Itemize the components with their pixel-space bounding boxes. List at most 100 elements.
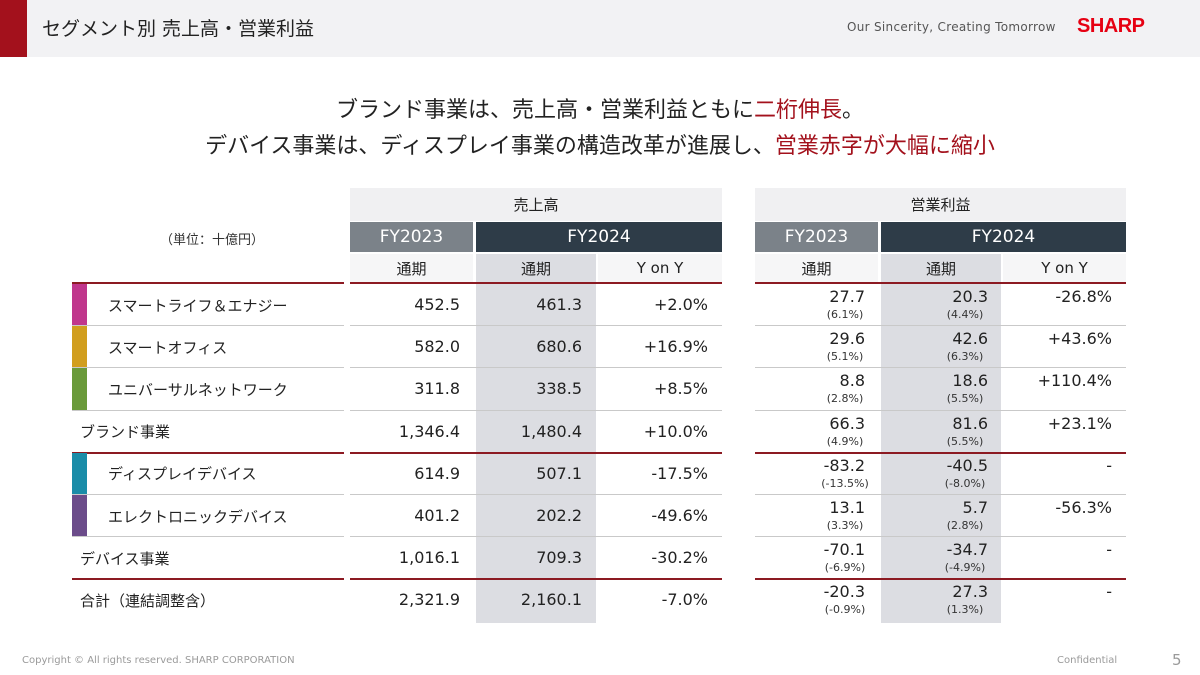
profit-fy2024-margin: (-4.9%) bbox=[944, 561, 986, 575]
headline-1-end: 。 bbox=[842, 98, 865, 123]
profit-fy2023-value: 66.3 bbox=[829, 413, 865, 433]
headline-2-text: デバイス事業は、ディスプレイ事業の構造改革が進展し、 bbox=[205, 134, 775, 159]
segment-label: スマートライフ＆エナジー bbox=[108, 296, 288, 315]
segment-label: デバイス事業 bbox=[80, 549, 170, 568]
sales-fy2023-value: 1,016.1 bbox=[398, 548, 460, 568]
row-divider-sales bbox=[350, 536, 722, 538]
sales-yoy-value: -49.6% bbox=[651, 506, 708, 525]
sales-col-yoy: Y on Y bbox=[598, 254, 722, 282]
profit-fy2024-value: -40.5 bbox=[946, 455, 988, 475]
sales-yoy-value: +10.0% bbox=[643, 421, 708, 441]
profit-fy2023-value: -20.3 bbox=[823, 582, 865, 602]
sales-fy2023-value: 401.2 bbox=[414, 506, 460, 525]
table-top-rule-profit bbox=[755, 282, 1126, 284]
row-divider-profit bbox=[755, 578, 1126, 581]
segment-label: エレクトロニックデバイス bbox=[108, 507, 288, 526]
profit-yoy-value: -26.8% bbox=[1055, 287, 1112, 306]
slide-header: セグメント別 売上高・営業利益 Our Sincerity, Creating … bbox=[0, 0, 1200, 57]
segment-color-swatch bbox=[72, 284, 87, 326]
row-divider-label bbox=[72, 578, 344, 581]
profit-yoy-value: - bbox=[1106, 540, 1112, 560]
profit-fy2023-margin: (-6.9%) bbox=[824, 561, 866, 575]
sales-col-fy2023-full: 通期 bbox=[350, 254, 473, 282]
row-divider-sales bbox=[350, 578, 722, 581]
profit-fy2024-margin: (2.8%) bbox=[946, 519, 984, 532]
page-number: 5 bbox=[1172, 651, 1182, 669]
sales-fy2023-header: FY2023 bbox=[350, 222, 473, 252]
row-divider-label bbox=[72, 536, 344, 538]
profit-fy2024-value: 81.6 bbox=[952, 413, 988, 433]
row-divider-sales bbox=[350, 367, 722, 369]
profit-fy2023-margin: (-13.5%) bbox=[821, 476, 869, 490]
profit-col-fy2024-full: 通期 bbox=[925, 259, 956, 278]
sales-yoy-value: +8.5% bbox=[653, 379, 708, 399]
row-divider-profit bbox=[755, 325, 1126, 327]
sales-fy2023-value: 582.0 bbox=[414, 337, 460, 357]
profit-fy2024-value: 20.3 bbox=[952, 287, 988, 306]
row-divider-sales bbox=[350, 494, 722, 495]
profit-fy2023-value: 8.8 bbox=[839, 371, 865, 391]
profit-fy2024-shade bbox=[881, 254, 1001, 623]
profit-fy2023-value: -83.2 bbox=[823, 455, 865, 475]
sales-fy2024-shade bbox=[476, 254, 596, 623]
sales-yoy-value: +16.9% bbox=[643, 337, 708, 357]
profit-fy2023-margin: (2.8%) bbox=[826, 392, 864, 406]
profit-fy2023-value: -70.1 bbox=[823, 540, 865, 560]
headline-1-text: ブランド事業は、売上高・営業利益ともに bbox=[335, 98, 754, 123]
row-divider-profit bbox=[755, 536, 1126, 538]
copyright-notice: Copyright © All rights reserved. SHARP C… bbox=[22, 655, 295, 666]
segment-label: ユニバーサルネットワーク bbox=[108, 380, 288, 399]
profit-fy2023-value: 29.6 bbox=[829, 329, 865, 349]
profit-header: 営業利益 bbox=[755, 188, 1126, 221]
row-divider-label bbox=[72, 409, 344, 411]
segment-label: 合計（連結調整含） bbox=[80, 591, 216, 610]
headline-line-1: ブランド事業は、売上高・営業利益ともに二桁伸長。 bbox=[0, 92, 1200, 124]
sales-fy2024-value: 461.3 bbox=[536, 295, 582, 314]
sales-fy2024-value: 338.5 bbox=[536, 379, 582, 399]
row-divider-sales bbox=[350, 325, 722, 327]
sales-header: 売上高 bbox=[350, 188, 722, 221]
row-divider-sales bbox=[350, 451, 722, 454]
profit-fy2024-value: 27.3 bbox=[952, 582, 988, 602]
table-top-rule-label bbox=[72, 282, 344, 284]
row-divider-profit bbox=[755, 367, 1126, 369]
profit-fy2023-margin: (-0.9%) bbox=[824, 603, 866, 617]
sales-fy2024-header: FY2024 bbox=[476, 222, 722, 252]
profit-yoy-value: +23.1% bbox=[1047, 413, 1112, 433]
profit-yoy-value: +43.6% bbox=[1047, 329, 1112, 349]
profit-fy2024-margin: (-8.0%) bbox=[944, 476, 986, 490]
table-top-rule-sales bbox=[350, 282, 722, 284]
profit-yoy-value: +110.4% bbox=[1037, 371, 1112, 391]
profit-yoy-value: - bbox=[1106, 455, 1112, 475]
sales-yoy-value: +2.0% bbox=[653, 295, 708, 314]
row-divider-label bbox=[72, 367, 344, 369]
header-accent-bar bbox=[0, 0, 27, 57]
profit-fy2023-margin: (3.3%) bbox=[826, 519, 864, 532]
row-divider-profit bbox=[755, 409, 1126, 411]
sales-fy2024-value: 507.1 bbox=[536, 463, 582, 483]
profit-fy2024-margin: (5.5%) bbox=[946, 434, 984, 448]
sales-fy2023-value: 2,321.9 bbox=[398, 590, 460, 610]
segment-label: ディスプレイデバイス bbox=[108, 465, 257, 484]
profit-fy2023-margin: (5.1%) bbox=[826, 350, 864, 364]
sales-fy2024-value: 1,480.4 bbox=[520, 421, 582, 441]
sales-fy2024-value: 2,160.1 bbox=[520, 590, 582, 610]
sales-fy2023-value: 1,346.4 bbox=[398, 421, 460, 441]
corporate-tagline: Our Sincerity, Creating Tomorrow bbox=[847, 20, 1056, 34]
segment-color-swatch bbox=[72, 452, 87, 494]
segment-color-swatch bbox=[72, 495, 87, 537]
profit-fy2023-value: 13.1 bbox=[829, 498, 865, 517]
profit-fy2024-value: 42.6 bbox=[952, 329, 988, 349]
segment-label: ブランド事業 bbox=[80, 423, 171, 442]
sharp-logo: SHARP bbox=[1077, 15, 1145, 37]
sales-fy2023-value: 311.8 bbox=[414, 379, 460, 399]
profit-fy2023-margin: (6.1%) bbox=[826, 308, 864, 321]
segment-color-swatch bbox=[72, 368, 87, 410]
profit-fy2023-value: 27.7 bbox=[829, 287, 865, 306]
profit-fy2023-header: FY2023 bbox=[755, 222, 878, 252]
profit-fy2023-margin: (4.9%) bbox=[826, 434, 864, 448]
segment-color-swatch bbox=[72, 326, 87, 368]
row-divider-label bbox=[72, 325, 344, 327]
profit-fy2024-value: 18.6 bbox=[952, 371, 988, 391]
row-divider-profit bbox=[755, 451, 1126, 454]
